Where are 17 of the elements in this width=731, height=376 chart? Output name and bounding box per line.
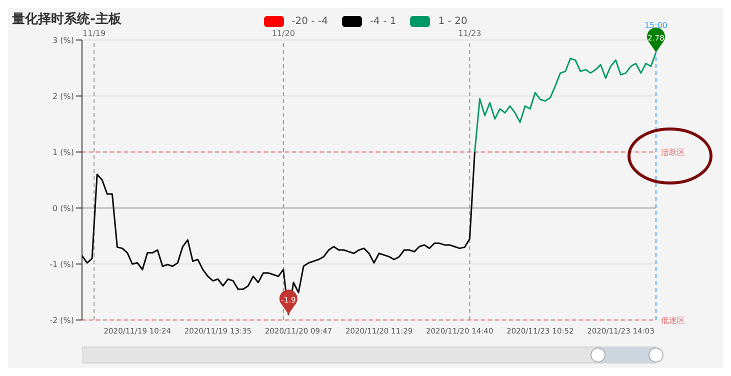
y-tick-label: 2 (%) (52, 92, 74, 101)
y-tick-label: 1 (%) (52, 148, 74, 157)
y-tick-label: -1 (%) (50, 260, 74, 269)
legend-label: 1 - 20 (438, 16, 468, 27)
y-tick-label: 0 (%) (52, 204, 74, 213)
text: 15:00 (644, 21, 668, 30)
y-tick-label: -2 (%) (50, 316, 74, 325)
text: 11/19 (82, 29, 106, 38)
legend-label: -4 - 1 (370, 16, 396, 27)
line-series (82, 151, 476, 316)
ref-line-label: 活跃区 (661, 148, 685, 157)
ref-line-label: 低迷区 (661, 316, 685, 325)
legend-label: -20 - -4 (292, 16, 328, 27)
y-tick-label: 3 (%) (52, 36, 74, 45)
chart-title: 量化择时系统-主板 (12, 10, 122, 28)
text: 11/23 (458, 29, 482, 38)
text: 11/20 (272, 29, 295, 38)
